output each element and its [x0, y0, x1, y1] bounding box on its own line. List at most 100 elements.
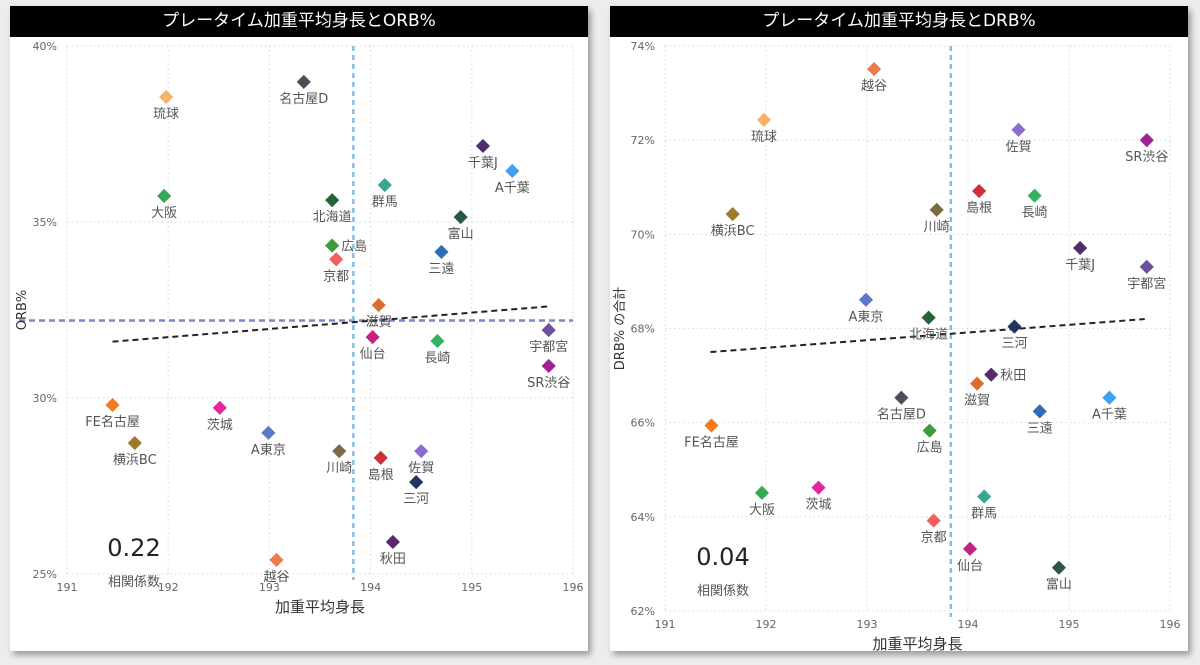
diamond-marker[interactable] [453, 210, 468, 225]
diamond-marker[interactable] [541, 358, 556, 374]
diamond-marker[interactable] [972, 183, 987, 199]
data-point[interactable]: 越谷 [263, 552, 289, 585]
diamond-marker[interactable] [922, 423, 937, 438]
diamond-marker[interactable] [261, 425, 276, 440]
diamond-marker[interactable] [1073, 240, 1088, 256]
data-point[interactable]: 北海道 [313, 193, 352, 225]
data-point[interactable]: A東京 [849, 292, 884, 325]
data-point[interactable]: 長崎 [424, 333, 450, 366]
diamond-marker[interactable] [926, 513, 941, 528]
data-point[interactable]: 宇都宮 [529, 322, 568, 355]
diamond-marker[interactable] [105, 397, 120, 413]
diamond-marker[interactable] [811, 480, 826, 495]
diamond-marker[interactable] [1007, 319, 1022, 334]
data-point[interactable]: 名古屋D [279, 74, 328, 107]
diamond-marker[interactable] [127, 435, 142, 451]
data-point[interactable]: 越谷 [861, 61, 887, 94]
diamond-marker[interactable] [212, 400, 227, 415]
data-point[interactable]: 富山 [448, 210, 474, 242]
diamond-marker[interactable] [704, 418, 719, 433]
data-point[interactable]: 京都 [921, 513, 947, 546]
data-point[interactable]: 島根 [368, 450, 394, 483]
data-point[interactable]: 川崎 [326, 444, 352, 476]
data-point[interactable]: 仙台 [957, 541, 983, 574]
data-point[interactable]: FE名古屋 [85, 397, 140, 430]
data-point[interactable]: 名古屋D [877, 390, 926, 423]
data-point[interactable]: 琉球 [751, 112, 777, 145]
diamond-marker[interactable] [858, 292, 874, 307]
diamond-marker[interactable] [505, 163, 520, 179]
data-point[interactable]: 横浜BC [711, 207, 755, 239]
data-point[interactable]: 茨城 [806, 480, 832, 513]
data-point[interactable]: FE名古屋 [684, 418, 739, 450]
data-point[interactable]: 佐賀 [1005, 122, 1032, 155]
data-point[interactable]: A東京 [251, 425, 286, 458]
data-point[interactable]: 群馬 [372, 177, 398, 210]
data-point[interactable]: 大阪 [151, 188, 177, 221]
data-point[interactable]: A千葉 [1092, 390, 1127, 423]
diamond-marker[interactable] [866, 61, 882, 77]
data-point[interactable]: 茨城 [207, 400, 233, 433]
diamond-marker[interactable] [977, 489, 992, 504]
data-point[interactable]: 滋賀 [366, 298, 392, 330]
diamond-marker[interactable] [921, 310, 936, 325]
diamond-marker[interactable] [159, 89, 174, 105]
data-point[interactable]: 富山 [1046, 560, 1072, 593]
data-point[interactable]: 宇都宮 [1127, 259, 1166, 292]
diamond-marker[interactable] [365, 330, 380, 345]
diamond-marker[interactable] [1139, 259, 1154, 274]
data-point[interactable]: 佐賀 [408, 444, 434, 476]
diamond-marker[interactable] [475, 138, 491, 154]
data-point[interactable]: 広島 [325, 238, 367, 255]
diamond-marker[interactable] [1139, 133, 1154, 148]
data-point[interactable]: 三河 [403, 475, 429, 507]
data-point[interactable]: 北海道 [909, 310, 948, 343]
diamond-marker[interactable] [1027, 188, 1042, 203]
diamond-marker[interactable] [725, 207, 740, 222]
data-point[interactable]: 仙台 [360, 330, 386, 362]
data-point[interactable]: 横浜BC [113, 435, 157, 468]
diamond-marker[interactable] [1032, 404, 1047, 419]
diamond-marker[interactable] [929, 202, 944, 217]
diamond-marker[interactable] [325, 238, 340, 253]
data-point[interactable]: 秋田 [380, 534, 406, 567]
diamond-marker[interactable] [373, 450, 388, 465]
data-point[interactable]: 千葉J [1065, 240, 1095, 273]
data-point[interactable]: 広島 [917, 423, 943, 456]
diamond-marker[interactable] [756, 112, 772, 127]
data-point[interactable]: 三遠 [1027, 404, 1053, 436]
diamond-marker[interactable] [157, 188, 172, 204]
data-point[interactable]: 大阪 [749, 485, 775, 518]
diamond-marker[interactable] [1011, 122, 1026, 137]
data-point[interactable]: 三遠 [428, 244, 454, 277]
data-point[interactable]: SR渋谷 [1125, 133, 1168, 165]
data-point[interactable]: 滋賀 [964, 376, 990, 409]
diamond-marker[interactable] [754, 485, 770, 500]
data-point[interactable]: A千葉 [495, 163, 530, 196]
data-point[interactable]: 三河 [1001, 319, 1027, 352]
diamond-marker[interactable] [430, 333, 445, 349]
diamond-marker[interactable] [332, 444, 347, 459]
diamond-marker[interactable] [269, 552, 284, 567]
diamond-marker[interactable] [970, 376, 985, 391]
diamond-marker[interactable] [414, 444, 429, 459]
diamond-marker[interactable] [984, 367, 999, 382]
data-point[interactable]: 秋田 [984, 367, 1026, 384]
diamond-marker[interactable] [409, 475, 424, 490]
diamond-marker[interactable] [1051, 560, 1066, 575]
diamond-marker[interactable] [894, 390, 909, 405]
diamond-marker[interactable] [962, 541, 978, 556]
data-point[interactable]: 川崎 [924, 202, 950, 235]
diamond-marker[interactable] [371, 298, 386, 313]
data-point[interactable]: 群馬 [971, 489, 997, 522]
diamond-marker[interactable] [434, 244, 449, 259]
diamond-marker[interactable] [329, 252, 344, 267]
diamond-marker[interactable] [541, 322, 556, 338]
diamond-marker[interactable] [296, 74, 311, 89]
data-point[interactable]: 京都 [323, 252, 349, 284]
diamond-marker[interactable] [325, 193, 340, 208]
diamond-marker[interactable] [1102, 390, 1117, 405]
data-point[interactable]: 千葉J [468, 138, 498, 171]
data-point[interactable]: 長崎 [1022, 188, 1048, 221]
data-point[interactable]: 琉球 [153, 89, 179, 122]
